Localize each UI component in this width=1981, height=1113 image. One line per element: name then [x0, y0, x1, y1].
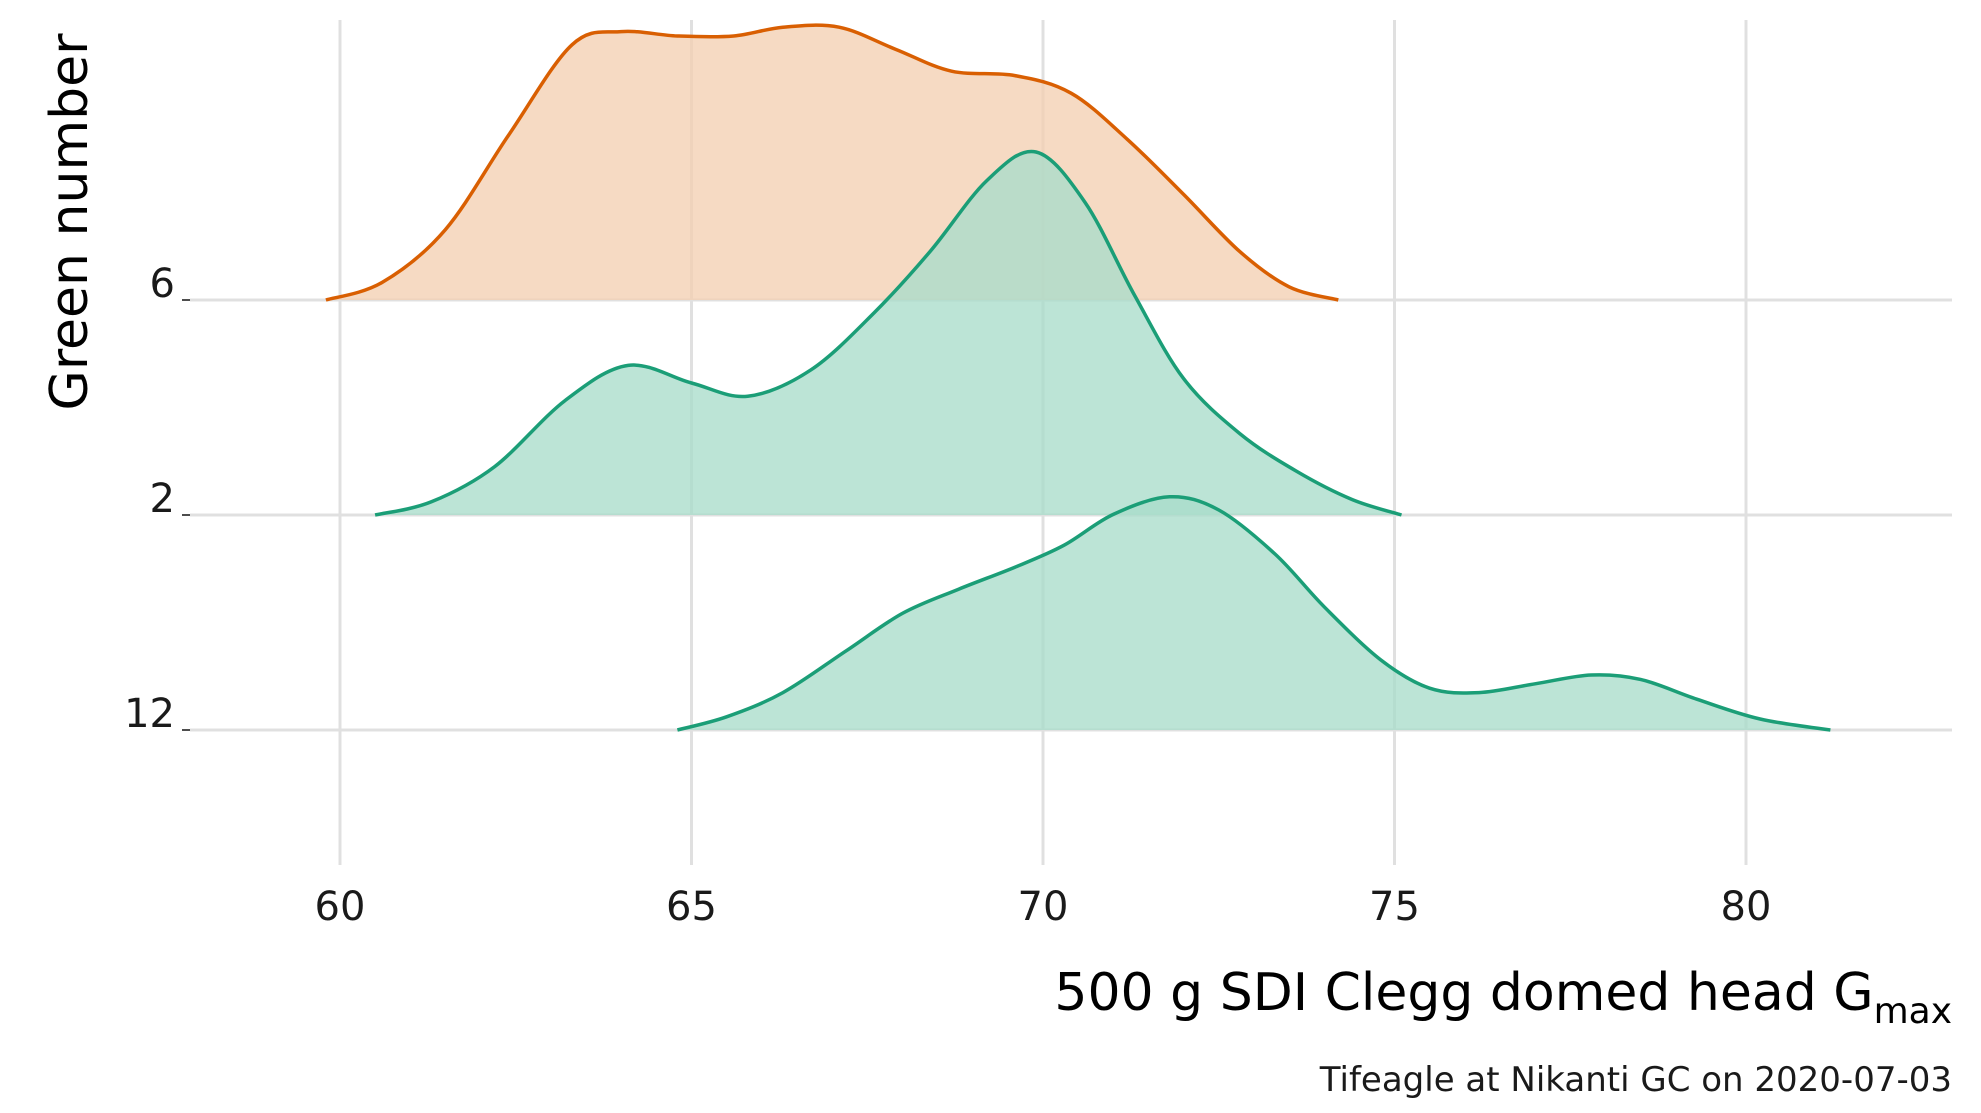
x-tick-label: 80	[1721, 884, 1772, 930]
ridge-line	[325, 23, 1339, 302]
ridge-fill	[677, 496, 1831, 730]
x-tick-label: 65	[666, 884, 717, 930]
x-axis-title-subscript: max	[1874, 991, 1952, 1032]
density-ridges	[325, 23, 1831, 732]
x-axis-ticks: 60 65 70 75 80	[315, 884, 1772, 930]
ridge-line	[676, 495, 1831, 732]
y-axis-ticks: 12 2 6	[124, 261, 190, 737]
y-tick-label: 12	[124, 691, 175, 737]
ridge-fill	[375, 151, 1402, 516]
chart-caption: Tifeagle at Nikanti GC on 2020-07-03	[1319, 1060, 1952, 1100]
ridge-line	[374, 149, 1403, 517]
x-axis-title: 500 g SDI Clegg domed head Gmax	[1054, 963, 1952, 1032]
x-axis-title-main: 500 g SDI Clegg domed head G	[1054, 963, 1873, 1023]
ridge-fill	[325, 25, 1339, 300]
ridge-group-12	[676, 495, 1831, 732]
x-tick-label: 70	[1018, 884, 1069, 930]
x-tick-label: 60	[315, 884, 366, 930]
y-tick-label: 6	[150, 261, 175, 307]
y-axis-title: Green number	[40, 33, 100, 411]
ridge-group-6	[325, 23, 1339, 302]
x-tick-label: 75	[1369, 884, 1420, 930]
y-tick-label: 2	[150, 476, 175, 522]
ridge-group-2	[374, 149, 1403, 517]
